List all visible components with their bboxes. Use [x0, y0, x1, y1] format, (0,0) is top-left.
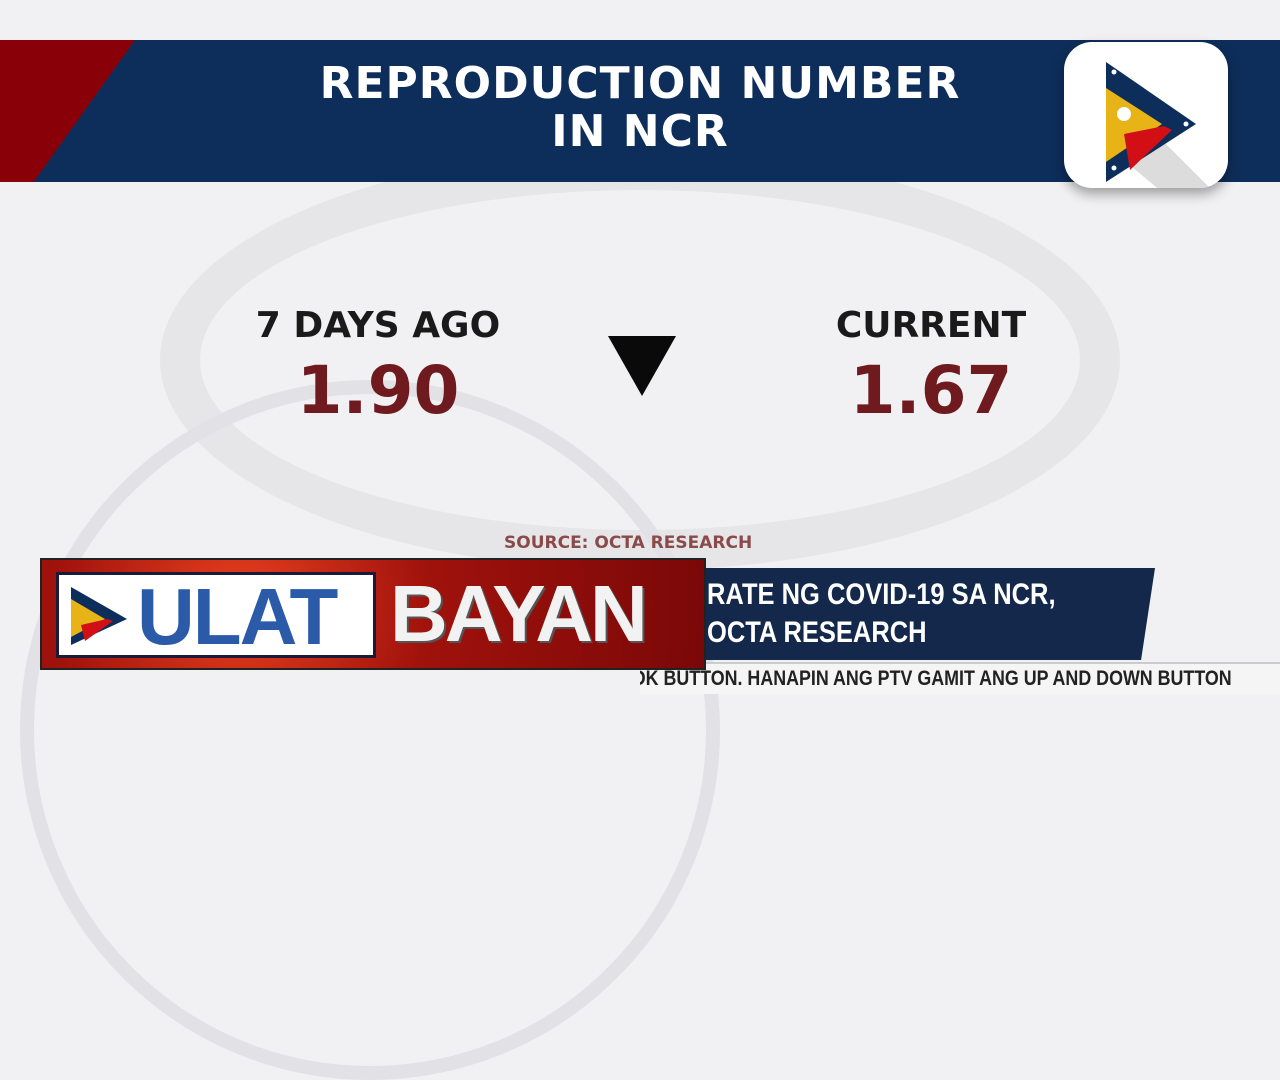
ulat-box: ULAT — [56, 572, 376, 658]
down-triangle-icon — [608, 336, 676, 396]
current-stat: CURRENT 1.67 — [835, 305, 1027, 429]
program-logo: ULAT BAYAN — [40, 558, 706, 670]
headline-box: RATE NG COVID-19 SA NCR, OCTA RESEARCH — [690, 568, 1155, 660]
ptv-mark-icon — [71, 587, 127, 645]
source-label: SOURCE: OCTA RESEARCH — [504, 533, 753, 553]
background-arc — [20, 380, 720, 1080]
red-accent — [0, 40, 135, 182]
previous-stat: 7 DAYS AGO 1.90 — [255, 305, 501, 429]
ptv-logo — [1064, 42, 1228, 188]
page-title: REPRODUCTION NUMBER IN NCR — [319, 58, 961, 157]
news-ticker: NG OK BUTTON. HANAPIN ANG PTV GAMIT ANG … — [640, 662, 1280, 694]
